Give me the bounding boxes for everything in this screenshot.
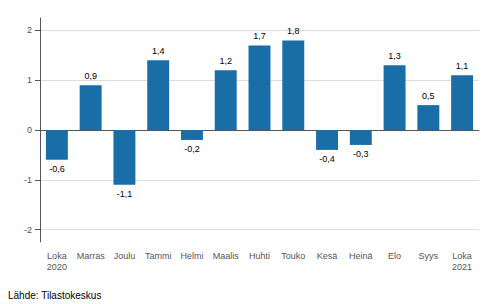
svg-text:Syys: Syys bbox=[419, 251, 439, 261]
svg-text:1,8: 1,8 bbox=[287, 26, 300, 36]
svg-text:-2: -2 bbox=[24, 225, 32, 235]
svg-text:2020: 2020 bbox=[47, 262, 67, 272]
svg-text:Loka: Loka bbox=[452, 251, 472, 261]
svg-text:-0,3: -0,3 bbox=[353, 149, 369, 159]
svg-text:0,9: 0,9 bbox=[84, 71, 97, 81]
svg-text:Maalis: Maalis bbox=[213, 251, 240, 261]
svg-text:Tammi: Tammi bbox=[145, 251, 172, 261]
svg-text:Huhti: Huhti bbox=[249, 251, 270, 261]
svg-text:-1,1: -1,1 bbox=[117, 189, 133, 199]
svg-text:0: 0 bbox=[27, 125, 32, 135]
svg-text:-0,4: -0,4 bbox=[319, 154, 335, 164]
svg-text:1,2: 1,2 bbox=[219, 56, 232, 66]
svg-text:-1: -1 bbox=[24, 175, 32, 185]
svg-text:2: 2 bbox=[27, 25, 32, 35]
svg-text:Helmi: Helmi bbox=[180, 251, 203, 261]
svg-text:Marras: Marras bbox=[77, 251, 106, 261]
svg-text:0,5: 0,5 bbox=[422, 91, 435, 101]
svg-text:1,3: 1,3 bbox=[388, 51, 401, 61]
svg-text:Kesä: Kesä bbox=[317, 251, 338, 261]
svg-text:Heinä: Heinä bbox=[349, 251, 373, 261]
svg-text:Elo: Elo bbox=[388, 251, 401, 261]
svg-text:Loka: Loka bbox=[47, 251, 67, 261]
svg-text:1,1: 1,1 bbox=[456, 61, 469, 71]
svg-text:2021: 2021 bbox=[452, 262, 472, 272]
svg-text:-0,2: -0,2 bbox=[184, 144, 200, 154]
svg-text:Lähde: Tilastokeskus: Lähde: Tilastokeskus bbox=[8, 290, 101, 301]
svg-text:Touko: Touko bbox=[281, 251, 305, 261]
svg-text:Joulu: Joulu bbox=[114, 251, 136, 261]
svg-text:1,7: 1,7 bbox=[253, 31, 266, 41]
svg-text:-0,6: -0,6 bbox=[49, 164, 65, 174]
svg-text:1: 1 bbox=[27, 75, 32, 85]
svg-text:1,4: 1,4 bbox=[152, 46, 165, 56]
